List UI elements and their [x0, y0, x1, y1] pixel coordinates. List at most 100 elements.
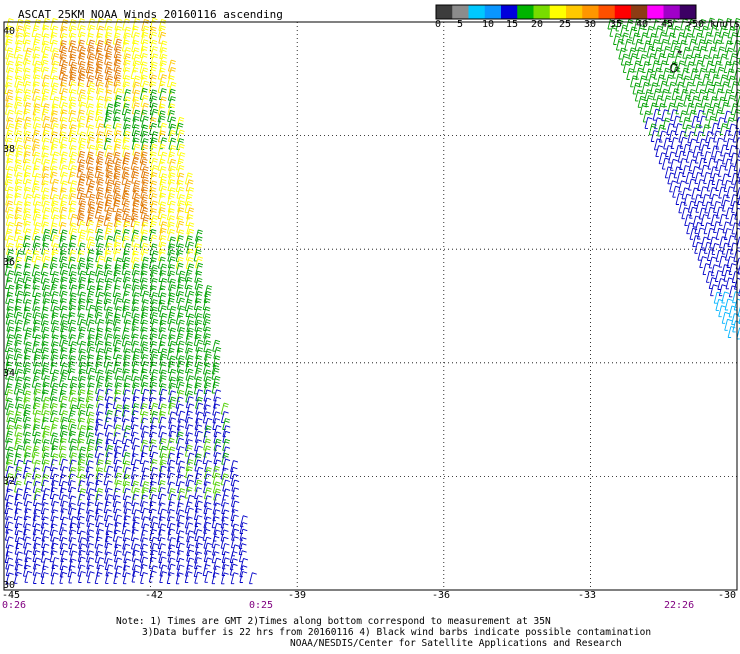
- legend-swatch: [436, 5, 453, 19]
- wind-barb: [168, 502, 175, 513]
- wind-barb: [719, 285, 726, 296]
- legend-label: 5: [457, 19, 463, 30]
- wind-barb: [196, 284, 203, 295]
- wind-barb: [87, 558, 94, 569]
- lon-label-39: -39: [288, 590, 306, 601]
- wind-barb: [123, 222, 130, 233]
- wind-barb: [151, 293, 158, 304]
- wind-barb: [61, 340, 68, 351]
- wind-barb: [6, 53, 13, 64]
- wind-barb: [720, 54, 727, 65]
- wind-barb: [34, 362, 41, 373]
- wind-barb: [70, 439, 77, 450]
- legend-swatch: [566, 5, 583, 19]
- wind-barb: [24, 432, 31, 443]
- wind-barb: [6, 236, 13, 247]
- wind-barb: [633, 61, 640, 72]
- wind-barb: [159, 557, 166, 568]
- wind-barb: [105, 559, 112, 570]
- wind-barb: [169, 412, 176, 423]
- wind-barb: [169, 425, 176, 436]
- wind-barb: [683, 166, 690, 177]
- wind-barb: [142, 517, 149, 528]
- wind-barb: [212, 536, 219, 547]
- wind-barb: [60, 291, 67, 302]
- wind-barb: [194, 566, 201, 577]
- wind-barb: [79, 95, 86, 106]
- legend-label: 15: [506, 19, 518, 30]
- wind-barb: [250, 573, 257, 584]
- wind-barb: [106, 565, 113, 576]
- wind-barb: [69, 26, 76, 37]
- wind-barb: [702, 194, 709, 205]
- wind-barb: [33, 194, 40, 205]
- wind-barb: [169, 117, 176, 128]
- wind-barb: [41, 573, 48, 584]
- wind-barb: [133, 131, 140, 142]
- wind-barb: [33, 524, 40, 535]
- wind-barb: [106, 445, 113, 456]
- wind-barb: [177, 543, 184, 554]
- wind-barb: [685, 125, 692, 136]
- wind-barb: [660, 61, 667, 72]
- wind-barb: [70, 544, 77, 555]
- legend-swatch: [517, 5, 534, 19]
- wind-barb: [7, 320, 14, 331]
- wind-barb: [34, 432, 41, 443]
- wind-barb: [60, 566, 67, 577]
- wind-barb: [69, 424, 76, 435]
- wind-barb: [641, 33, 648, 44]
- wind-barb: [168, 558, 175, 569]
- wind-barb: [105, 257, 112, 268]
- wind-barb: [669, 152, 676, 163]
- wind-barb: [665, 167, 672, 178]
- legend-swatch: [501, 5, 518, 19]
- wind-barb: [158, 144, 165, 155]
- wind-barb: [115, 515, 122, 526]
- wind-barb: [715, 110, 722, 121]
- wind-barb: [231, 461, 238, 472]
- wind-barb: [214, 453, 221, 464]
- wind-barb: [701, 165, 708, 176]
- wind-barb: [34, 474, 41, 485]
- legend-label: 35: [610, 19, 622, 30]
- wind-barb: [196, 340, 203, 351]
- wind-barb: [33, 299, 40, 310]
- note-line-1: Note: 1) Times are GMT 2)Times along bot…: [116, 616, 551, 627]
- legend-swatch: [550, 5, 567, 19]
- wind-barb: [124, 439, 131, 450]
- wind-barb: [33, 573, 40, 584]
- wind-barb: [70, 453, 77, 464]
- wind-barb: [70, 398, 77, 409]
- wind-barb: [141, 557, 148, 568]
- wind-barb: [114, 509, 121, 520]
- wind-barb: [176, 397, 183, 408]
- wind-barb: [160, 565, 167, 576]
- wind-barb: [159, 544, 166, 555]
- wind-barb: [133, 510, 140, 521]
- wind-barb: [697, 228, 704, 239]
- wind-barb: [140, 495, 147, 506]
- wind-barb: [42, 34, 49, 45]
- wind-barb: [186, 348, 193, 359]
- wind-barb: [16, 369, 23, 380]
- wind-barb: [725, 319, 732, 330]
- wind-barb: [51, 530, 58, 541]
- wind-barb: [158, 517, 165, 528]
- wind-barb: [722, 82, 729, 93]
- wind-barb: [151, 517, 158, 528]
- wind-barb: [212, 573, 219, 584]
- time-label-3: 22:26: [664, 600, 694, 611]
- wind-barb: [682, 208, 689, 219]
- wind-barb: [213, 412, 220, 423]
- wind-barb: [41, 307, 48, 318]
- wind-barb: [124, 496, 131, 507]
- wind-barb: [32, 26, 39, 37]
- legend-swatch: [485, 5, 502, 19]
- wind-barb: [141, 572, 148, 583]
- wind-barb: [723, 153, 730, 164]
- wind-barb: [185, 194, 192, 205]
- wind-barb: [223, 439, 230, 450]
- wind-barb: [169, 369, 176, 380]
